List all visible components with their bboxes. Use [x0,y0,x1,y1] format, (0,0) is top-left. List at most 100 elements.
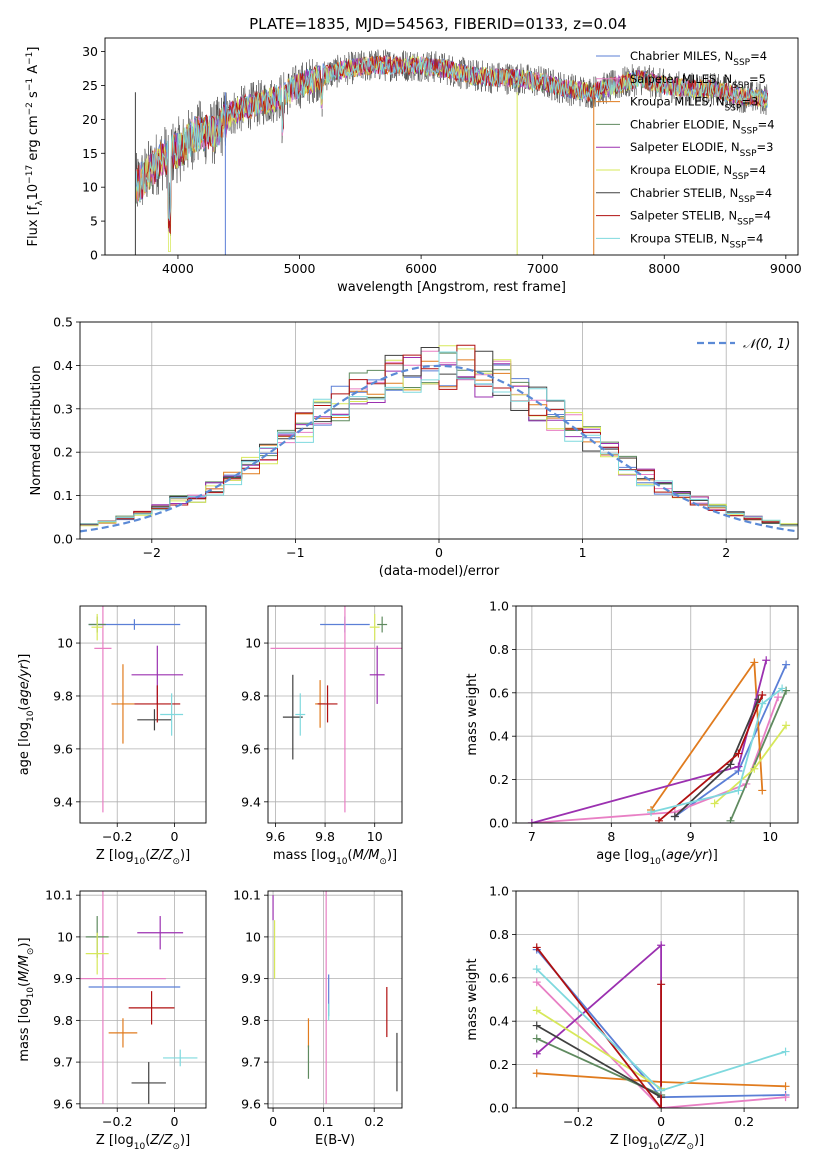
label-part: 10 [26,184,41,201]
label-part: ⊙ [172,857,180,867]
label-part: Kroupa STELIB, N [630,231,730,245]
mass-z-xlabel: Z [log10(Z/Z⊙)] [96,1133,190,1152]
y-tick-label: 0.0 [489,1101,509,1116]
axes: −0.2 0 9.6 9.7 9.8 9.9 10 10.1 [45,888,178,1129]
y-tick-label: 10 [82,180,98,195]
label-part: ⊙ [172,1142,180,1152]
mass-ebv-xlabel: E(B-V) [315,1133,355,1148]
marker-8-1 [654,816,663,823]
massweight-line-2 [536,981,786,1108]
marker-9-3 [781,1047,790,1056]
marker-5-3 [762,656,771,665]
label-part: ( [17,706,32,711]
marker-4-1 [726,816,735,823]
y-tick-label: 0.0 [53,532,73,547]
mw-z-xlabel: Z [log10(Z/Z⊙)] [610,1133,704,1152]
label-part: )] [708,848,718,863]
marker-7-1 [670,812,679,821]
massweight-line-6 [536,1009,662,1090]
gridlines [268,891,402,1108]
legend-entry-normal: 𝒩(0, 1) [743,337,790,352]
y-tick-label: 9.9 [241,971,261,986]
marker-5-1 [527,819,536,823]
spectrum-line-9 [135,56,768,221]
y-tick-label: 0.4 [489,1014,509,1029]
x-tick-label: 0 [171,1114,179,1129]
marker-8-2 [734,749,743,758]
massweight-line-4 [729,690,787,822]
y-tick-label: 0.1 [53,488,73,503]
label-part: age [log [17,722,32,775]
label-part: )] [17,654,32,664]
spectrum-ylabel: Flux [fλ10−17 erg cm−2 s−1 A−1] [25,47,45,247]
label-part: ( [145,848,150,863]
normal-curve [80,364,798,533]
y-tick-label: 9.8 [53,688,73,703]
data-marks [88,606,184,813]
marker-5-2 [657,941,666,950]
label-part: 10 [336,857,348,867]
label-part: )] [180,848,190,863]
marker-7-1 [532,1021,541,1030]
marker-8-3 [657,980,666,989]
label-part: 10 [134,857,146,867]
label-part: Z/Z [663,1133,687,1148]
label-part: 10 [26,710,36,722]
label-part: =4 [754,209,771,223]
x-tick-label: 10 [762,829,778,844]
label-part: age [log [596,848,649,863]
marker-2-3 [781,1093,790,1102]
x-tick-label: −0.2 [563,1114,593,1129]
label-part: Z [log [96,848,134,863]
age-vs-metallicity-panel: −0.2 09.49.69.810 Z [log10(Z/Z⊙)] age [lo… [17,605,207,867]
label-part: M/M [353,848,380,863]
legend-entry-1: Chabrier MILES, NSSP=4 [630,49,767,68]
y-tick-label: 0.4 [489,729,509,744]
massweight-line-7 [536,1024,662,1098]
gridlines [516,605,798,824]
x-tick-label: 9.8 [315,829,335,844]
marker-9-2 [734,786,743,795]
x-tick-label: 9.6 [265,829,285,844]
mw-age-ylabel: mass weight [465,673,480,755]
massweight-line-9 [650,687,783,813]
marker-8-3 [758,690,767,699]
label-part: Salpeter MILES, N [630,72,732,86]
label-part: −1 [25,78,35,91]
x-tick-label: −2 [143,545,161,560]
x-tick-label: 5000 [284,261,316,276]
massweight-vs-metallicity-panel: −0.2 0 0.2 0.0 0.2 0.4 0.6 0.8 1.0 Z [log10(Z/Z⊙… [465,884,799,1152]
label-part: SSP [732,81,749,91]
spectrum-xlabel: wavelength [Angstrom, rest frame] [337,280,566,295]
x-tick-label: 8000 [648,261,680,276]
data-marks [270,606,402,813]
y-tick-label: 0.3 [53,401,73,416]
label-part: 10 [134,1142,146,1152]
label-part: A [26,65,41,78]
label-part: =4 [749,163,766,177]
label-part: 10 [26,987,36,999]
label-part: SSP [725,104,742,114]
label-part: age/yr [666,848,709,863]
x-tick-label: 7000 [527,261,559,276]
marker-7-2 [726,760,735,769]
marker-5-2 [734,762,743,771]
marker-8-2 [657,1104,666,1108]
plot-frame [104,37,799,256]
label-part: Flux [f [26,205,41,246]
label-part: =5 [749,72,766,86]
y-tick-label: 9.6 [53,1096,73,1111]
y-tick-label: 1.0 [489,884,509,899]
y-tick-label: 0.6 [489,685,509,700]
figure-title: PLATE=1835, MJD=54563, FIBERID=0133, z=0… [249,15,627,33]
marker-6-2 [750,764,759,773]
label-part: ( [145,1133,150,1148]
label-part: ( [659,1133,664,1148]
label-part: )] [17,937,32,947]
label-part: Z [log [96,1133,134,1148]
label-part: M/M [17,955,32,982]
x-tick-label: 1 [579,545,587,560]
